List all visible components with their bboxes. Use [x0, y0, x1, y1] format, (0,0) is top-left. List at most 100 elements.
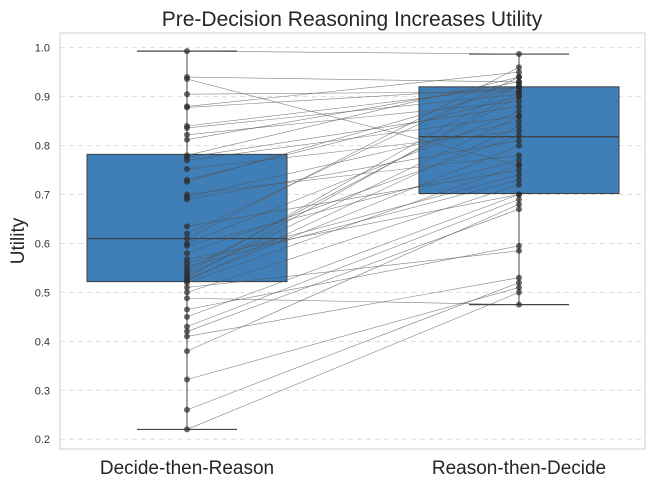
data-point-decide-then-reason: [184, 306, 190, 313]
chart-title: Pre-Decision Reasoning Increases Utility: [162, 8, 543, 31]
data-point-decide-then-reason: [184, 289, 190, 296]
y-tick-label: 0.7: [35, 190, 50, 202]
data-point-reason-then-decide: [516, 88, 522, 95]
pair-line: [186, 101, 520, 136]
data-point-decide-then-reason: [184, 323, 190, 330]
data-point-decide-then-reason: [184, 333, 190, 340]
data-point-decide-then-reason: [184, 166, 190, 173]
pair-line: [186, 76, 520, 156]
data-point-reason-then-decide: [516, 196, 522, 203]
pair-line: [186, 50, 520, 55]
data-point-reason-then-decide: [516, 201, 522, 208]
y-tick-labels: 0.2 0.3 0.4 0.5 0.6 0.7 0.8 0.9 1.0: [35, 43, 50, 447]
data-point-reason-then-decide: [516, 274, 522, 281]
data-point-decide-then-reason: [184, 230, 190, 237]
data-point-reason-then-decide: [516, 247, 522, 254]
data-point-reason-then-decide: [516, 122, 522, 129]
data-point-decide-then-reason: [184, 136, 190, 143]
pair-line: [186, 111, 520, 244]
y-tick-label: 0.3: [35, 385, 50, 397]
pair-line: [186, 76, 520, 83]
pair-line: [186, 76, 520, 234]
data-point-decide-then-reason: [184, 250, 190, 257]
data-point-reason-then-decide: [516, 157, 522, 164]
data-point-reason-then-decide: [516, 69, 522, 76]
data-point-decide-then-reason: [184, 76, 190, 83]
data-point-reason-then-decide: [516, 289, 522, 296]
y-tick-label: 0.5: [35, 287, 50, 299]
pair-line: [186, 71, 520, 107]
data-point-decide-then-reason: [184, 48, 190, 55]
data-point-reason-then-decide: [516, 301, 522, 308]
data-point-decide-then-reason: [184, 295, 190, 302]
y-tick-label: 0.2: [35, 434, 50, 446]
data-point-reason-then-decide: [516, 242, 522, 249]
pair-line: [186, 282, 520, 411]
data-point-reason-then-decide: [516, 103, 522, 110]
pair-line: [186, 106, 520, 158]
pair-line: [186, 204, 520, 352]
pair-line: [186, 96, 520, 271]
y-tick-label: 1.0: [35, 43, 50, 55]
x-tick-labels: Decide-then-Reason Reason-then-Decide: [100, 458, 606, 479]
pair-line: [186, 199, 520, 327]
data-points: [184, 48, 522, 433]
data-point-decide-then-reason: [184, 279, 190, 286]
data-point-decide-then-reason: [184, 328, 190, 335]
paired-lines: [186, 50, 520, 430]
pair-line: [186, 135, 520, 254]
pair-line: [186, 145, 520, 280]
pair-line: [186, 81, 520, 140]
pair-line: [186, 115, 520, 276]
data-point-reason-then-decide: [516, 181, 522, 188]
data-point-reason-then-decide: [516, 98, 522, 105]
pair-line: [186, 86, 520, 183]
data-point-reason-then-decide: [516, 108, 522, 115]
pair-line: [186, 84, 520, 274]
data-point-reason-then-decide: [516, 51, 522, 58]
pair-line: [186, 194, 520, 318]
data-point-decide-then-reason: [184, 376, 190, 383]
x-tick-label: Decide-then-Reason: [100, 458, 274, 479]
pair-line: [186, 169, 520, 227]
data-point-decide-then-reason: [184, 223, 190, 230]
pair-line: [186, 208, 520, 332]
data-point-reason-then-decide: [516, 176, 522, 183]
data-point-reason-then-decide: [516, 191, 522, 198]
pair-line: [186, 78, 520, 166]
pair-line: [186, 174, 520, 264]
pair-line: [186, 91, 520, 95]
data-point-decide-then-reason: [184, 242, 190, 249]
data-point-reason-then-decide: [516, 152, 522, 159]
data-point-reason-then-decide: [516, 137, 522, 144]
y-tick-label: 0.4: [35, 336, 50, 348]
pair-line: [186, 250, 520, 288]
pair-line: [186, 86, 520, 127]
pair-line: [186, 87, 520, 108]
data-point-decide-then-reason: [184, 131, 190, 138]
data-point-reason-then-decide: [516, 279, 522, 286]
data-point-decide-then-reason: [184, 104, 190, 111]
data-point-reason-then-decide: [516, 127, 522, 134]
y-tick-label: 0.8: [35, 141, 50, 153]
data-point-decide-then-reason: [184, 196, 190, 203]
pair-line: [186, 155, 520, 195]
x-tick-label: Reason-then-Decide: [432, 458, 606, 479]
data-point-decide-then-reason: [184, 348, 190, 355]
pair-line: [186, 125, 520, 281]
data-point-decide-then-reason: [184, 313, 190, 320]
y-axis-label: Utility: [8, 217, 29, 264]
data-point-decide-then-reason: [184, 235, 190, 242]
pair-line: [186, 140, 520, 200]
pair-line: [186, 287, 520, 380]
data-point-reason-then-decide: [516, 132, 522, 139]
data-point-decide-then-reason: [184, 284, 190, 291]
y-tick-label: 0.9: [35, 92, 50, 104]
pair-line: [186, 164, 520, 283]
data-point-decide-then-reason: [184, 124, 190, 131]
data-point-reason-then-decide: [516, 162, 522, 169]
data-point-reason-then-decide: [516, 74, 522, 81]
data-point-reason-then-decide: [516, 167, 522, 174]
data-point-reason-then-decide: [516, 81, 522, 88]
data-point-decide-then-reason: [184, 426, 190, 433]
